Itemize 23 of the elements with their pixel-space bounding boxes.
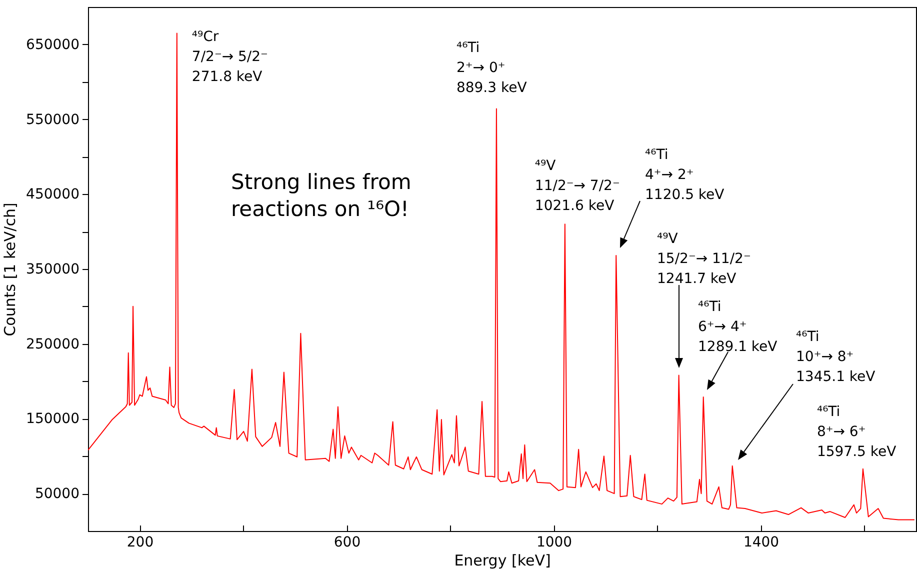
y-tick-label: 650000 bbox=[26, 36, 80, 53]
y-tick-label: 50000 bbox=[34, 486, 80, 502]
annotation: ⁴⁶Ti 6⁺→ 4⁺ 1289.1 keV bbox=[698, 299, 778, 355]
y-tick-label: 450000 bbox=[26, 186, 80, 203]
annotation: ⁴⁶Ti 8⁺→ 6⁺ 1597.5 keV bbox=[816, 404, 897, 460]
annotation: ⁴⁶Ti 2⁺→ 0⁺ 889.3 keV bbox=[456, 40, 528, 96]
y-tick-label: 150000 bbox=[26, 411, 80, 428]
line-series bbox=[88, 32, 915, 520]
x-axis-title: Energy [keV] bbox=[454, 552, 551, 570]
y-tick-label: 550000 bbox=[26, 112, 80, 128]
y-tick-label: 250000 bbox=[26, 336, 80, 352]
annotation: ⁴⁹V 11/2⁻→ 7/2⁻ 1021.6 keV bbox=[534, 158, 620, 214]
x-tick-label: 1000 bbox=[536, 534, 572, 550]
annotation: ⁴⁹V 15/2⁻→ 11/2⁻ 1241.7 keV bbox=[657, 231, 751, 287]
y-axis-title: Counts [1 keV/ch] bbox=[1, 202, 20, 336]
x-tick-label: 200 bbox=[126, 534, 154, 550]
x-tick-label: 1400 bbox=[743, 534, 780, 550]
y-tick-label: 350000 bbox=[26, 262, 80, 278]
annotation: Strong lines from reactions on ¹⁶O! bbox=[231, 170, 412, 221]
x-tick-label: 600 bbox=[334, 534, 361, 550]
annotation: ⁴⁶Ti 4⁺→ 2⁺ 1120.5 keV bbox=[645, 147, 725, 203]
annotation: ⁴⁶Ti 10⁺→ 8⁺ 1345.1 keV bbox=[796, 329, 876, 385]
annotation: ⁴⁹Cr 7/2⁻→ 5/2⁻ 271.8 keV bbox=[192, 29, 268, 86]
